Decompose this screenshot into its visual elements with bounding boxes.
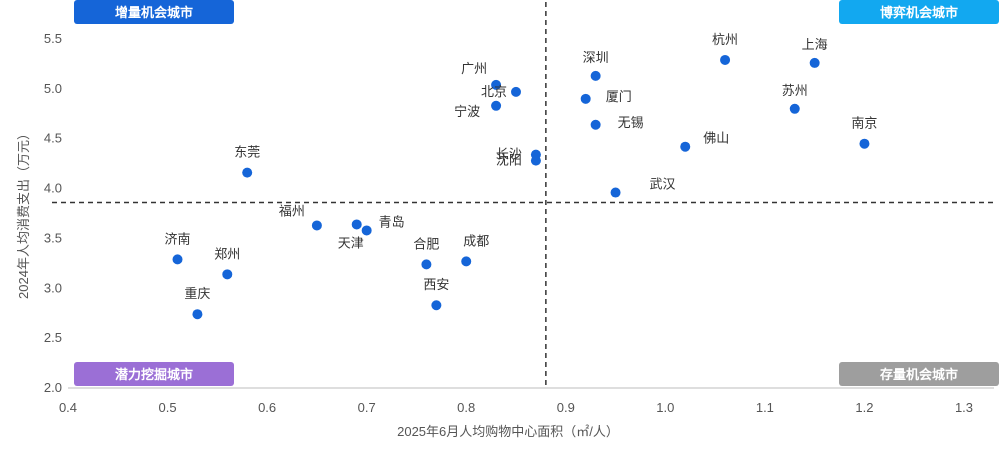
point-label: 武汉 [650,177,676,192]
data-point [610,187,621,198]
data-point [590,70,601,81]
quadrant-badge: 潜力挖掘城市 [74,362,234,386]
quadrant-badge-label: 存量机会城市 [880,367,958,382]
data-point [680,141,691,152]
point-label: 北京 [481,84,507,99]
point-label: 天津 [338,235,364,250]
point-label: 广州 [461,61,487,76]
point-label: 南京 [851,116,877,131]
data-point [789,103,800,114]
quadrant-badge-label: 潜力挖掘城市 [115,367,193,382]
data-point [172,254,183,265]
point-label: 济南 [165,231,191,246]
data-point [720,54,731,65]
quadrant-badge: 存量机会城市 [839,362,999,386]
y-tick-label: 3.0 [44,280,62,295]
x-tick-label: 1.0 [656,400,674,415]
point-label: 成都 [463,233,489,248]
point-label: 厦门 [606,89,632,104]
point-label: 佛山 [703,131,729,146]
point-label: 宁波 [454,104,480,119]
point-label: 长沙 [496,147,522,162]
point-label: 重庆 [184,286,210,301]
x-tick-label: 0.5 [159,400,177,415]
data-point [421,259,432,270]
point-label: 杭州 [712,32,738,47]
x-tick-label: 1.3 [955,400,973,415]
data-point [590,119,601,130]
data-point [809,57,820,68]
data-point [361,225,372,236]
quadrant-dividers [52,2,996,388]
point-label: 东莞 [234,145,260,160]
point-label: 深圳 [583,50,609,65]
data-point [511,86,521,97]
x-tick-label: 0.6 [258,400,276,415]
y-tick-label: 4.5 [44,131,62,146]
x-tick-label: 1.2 [855,400,873,415]
quadrant-badge-label: 增量机会城市 [115,5,193,20]
point-label: 苏州 [782,83,808,98]
point-label: 郑州 [214,246,240,261]
data-point [351,219,362,230]
data-point [222,269,233,280]
point-label: 青岛 [379,214,405,229]
quadrant-badge-bg [839,362,999,386]
point-label: 无锡 [618,115,644,130]
y-tick-label: 5.5 [44,31,62,46]
point-label: 西安 [423,277,449,292]
quadrant-badge-bg [74,0,234,24]
x-tick-label: 1.1 [756,400,774,415]
quadrant-badge-bg [839,0,999,24]
point-label: 合肥 [413,236,439,251]
point-label: 上海 [802,37,828,52]
x-tick-label: 0.4 [59,400,77,415]
point-label: 福州 [279,203,305,218]
data-points [172,54,870,320]
data-point [242,167,253,178]
quadrant-badge-bg [74,362,234,386]
y-tick-label: 3.5 [44,230,62,245]
y-tick-label: 2.5 [44,330,62,345]
data-point [491,79,502,90]
y-axis-title: 2024年人均消费支出（万元） [16,127,31,299]
data-point [311,220,322,231]
y-tick-label: 4.0 [44,181,62,196]
quadrant-badge: 增量机会城市 [74,0,234,24]
axes: 0.4 0.5 0.6 0.7 0.8 0.9 1.0 1.1 1.2 1.3 2.0 2.5 3.0 3… [44,31,994,415]
y-tick-label: 5.0 [44,81,62,96]
x-tick-label: 0.9 [557,400,575,415]
data-point [491,100,502,111]
point-label: 沈阳 [496,153,522,168]
data-point [530,155,541,166]
data-point [431,300,442,311]
data-point [461,256,472,267]
x-tick-label: 0.7 [358,400,376,415]
data-point [859,138,870,149]
quadrant-badge-label: 博弈机会城市 [880,5,958,20]
quadrant-badge: 博弈机会城市 [839,0,999,24]
x-axis-title: 2025年6月人均购物中心面积（㎡/人） [397,424,619,439]
data-point [192,309,203,320]
y-tick-label: 2.0 [44,380,62,395]
x-tick-label: 0.8 [457,400,475,415]
data-point [580,93,591,104]
